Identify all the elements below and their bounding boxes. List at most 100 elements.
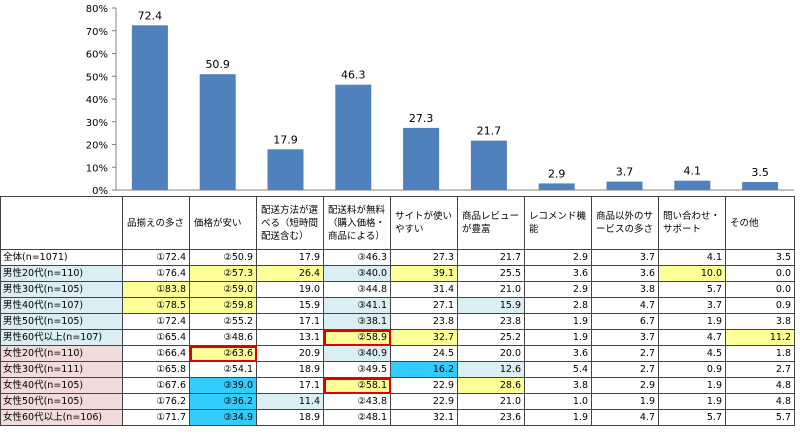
- table-cell: 4.7: [658, 329, 726, 346]
- table-cell: 2.8: [524, 297, 592, 314]
- row-label: 全体(n=1071): [0, 249, 123, 266]
- table-cell: 1.9: [658, 393, 726, 410]
- table-cell: 2.7: [725, 361, 795, 378]
- table-cell: 17.9: [256, 249, 324, 266]
- bar-value-label: 46.3: [341, 69, 366, 82]
- table-row: 女性50代(n=105) ①76.2 ③36.2 11.4 ②43.8 22.9 21.0 1…: [0, 393, 795, 410]
- table-row: 女性30代(n=111) ①65.8 ②54.1 18.9 ③49.5 16.2 12.6 5…: [0, 361, 795, 378]
- table-cell: ③38.1: [323, 313, 391, 330]
- table-cell: 12.6: [457, 361, 525, 378]
- table-cell: 2.7: [591, 345, 659, 362]
- table-cell: ②55.2: [189, 313, 257, 330]
- table-cell: 15.9: [457, 297, 525, 314]
- bar: [674, 180, 711, 190]
- table-cell: 2.9: [591, 377, 659, 394]
- table-cell: 11.2: [725, 329, 795, 346]
- table-row: 全体(n=1071) ①72.4 ②50.9 17.9 ③46.3 27.3 21.7 2.9…: [0, 249, 795, 266]
- table-corner-cell: [0, 196, 123, 250]
- table-cell: 5.7: [658, 281, 726, 298]
- table-cell: 32.7: [390, 329, 458, 346]
- table-cell: ③46.3: [323, 249, 391, 266]
- table-cell: ①65.8: [122, 361, 190, 378]
- table-cell: 5.7: [725, 409, 795, 426]
- y-tick-label: 70%: [86, 27, 108, 38]
- table-cell: 1.9: [658, 313, 726, 330]
- table-cell: ①76.2: [122, 393, 190, 410]
- table-cell: 10.0: [658, 265, 726, 282]
- table-row: 男性60代以上(n=107) ①65.4 ③48.6 13.1 ②58.9 32.7 25.…: [0, 329, 795, 346]
- table-cell: 3.8: [524, 377, 592, 394]
- y-tick-label: 50%: [86, 72, 108, 83]
- table-cell: ②58.1: [323, 377, 391, 394]
- table-cell: 4.7: [591, 297, 659, 314]
- table-cell: ③40.0: [323, 265, 391, 282]
- table-cell: 3.6: [524, 345, 592, 362]
- bar-value-label: 21.7: [477, 125, 502, 138]
- table-cell: 23.8: [390, 313, 458, 330]
- table-cell: 1.9: [524, 313, 592, 330]
- column-header: 価格が安い: [189, 196, 257, 250]
- y-tick-label: 80%: [86, 4, 108, 15]
- row-label: 女性50代(n=105): [0, 393, 123, 410]
- column-header: 商品以外のサービスの多さ: [591, 196, 659, 250]
- column-header: 問い合わせ・サポート: [658, 196, 726, 250]
- table-cell: ③39.0: [189, 377, 257, 394]
- table-row: 男性40代(n=107) ①78.5 ②59.8 15.9 ③41.1 27.1 15.9 2…: [0, 297, 795, 314]
- table-cell: 17.1: [256, 377, 324, 394]
- table-cell: 16.2: [390, 361, 458, 378]
- table-cell: 21.0: [457, 393, 525, 410]
- table-cell: ①76.4: [122, 265, 190, 282]
- bar-value-label: 4.1: [684, 165, 702, 178]
- bar-value-label: 3.5: [751, 166, 769, 179]
- table-row: 女性40代(n=105) ①67.6 ③39.0 17.1 ②58.1 22.9 28.6 3…: [0, 377, 795, 394]
- table-cell: ③40.9: [323, 345, 391, 362]
- column-header: 配送料が無料（購入価格・商品による）: [323, 196, 391, 250]
- table-cell: ①83.8: [122, 281, 190, 298]
- table-cell: 4.8: [725, 393, 795, 410]
- table-cell: 0.9: [658, 361, 726, 378]
- table-cell: 23.6: [457, 409, 525, 426]
- bar-value-label: 3.7: [616, 166, 634, 179]
- table-cell: 2.7: [591, 361, 659, 378]
- table-row: 女性20代(n=110) ①66.4 ②63.6 20.9 ③40.9 24.5 20.0 3…: [0, 345, 795, 362]
- row-label: 女性20代(n=110): [0, 345, 123, 362]
- bar: [403, 127, 440, 190]
- table-cell: 27.3: [390, 249, 458, 266]
- table-cell: 2.9: [524, 249, 592, 266]
- table-cell: ②63.6: [189, 345, 257, 362]
- table-cell: ①78.5: [122, 297, 190, 314]
- table-header-row: 品揃えの多さ 価格が安い 配送方法が選べる（短時間配送含む） 配送料が無料（購入価格・…: [0, 196, 795, 250]
- table-row: 男性30代(n=105) ①83.8 ②59.0 19.0 ③44.8 31.4 21.0 2…: [0, 281, 795, 298]
- table-cell: 4.8: [725, 377, 795, 394]
- table-cell: ②43.8: [323, 393, 391, 410]
- row-label: 男性50代(n=105): [0, 313, 123, 330]
- table-cell: 1.8: [725, 345, 795, 362]
- table-cell: ③36.2: [189, 393, 257, 410]
- table-cell: 4.1: [658, 249, 726, 266]
- table-cell: 20.0: [457, 345, 525, 362]
- table-cell: 3.6: [524, 265, 592, 282]
- table-cell: 1.9: [658, 377, 726, 394]
- column-header: 品揃えの多さ: [122, 196, 190, 250]
- table-cell: ①65.4: [122, 329, 190, 346]
- y-tick-label: 30%: [86, 118, 108, 129]
- table-cell: 0.0: [725, 281, 795, 298]
- bar: [470, 140, 507, 190]
- table-cell: ②59.8: [189, 297, 257, 314]
- y-tick-label: 0%: [92, 186, 108, 196]
- bar-value-label: 17.9: [273, 133, 298, 146]
- row-label: 男性40代(n=107): [0, 297, 123, 314]
- table-cell: 31.4: [390, 281, 458, 298]
- table-cell: 27.1: [390, 297, 458, 314]
- y-tick-label: 40%: [86, 95, 108, 106]
- table-cell: 26.4: [256, 265, 324, 282]
- table-cell: 25.5: [457, 265, 525, 282]
- table-cell: 19.0: [256, 281, 324, 298]
- table-cell: 23.8: [457, 313, 525, 330]
- row-label: 女性40代(n=105): [0, 377, 123, 394]
- table-cell: ①66.4: [122, 345, 190, 362]
- table-cell: 22.9: [390, 377, 458, 394]
- table-cell: 1.9: [524, 329, 592, 346]
- table-cell: ③34.9: [189, 409, 257, 426]
- table-cell: ③49.5: [323, 361, 391, 378]
